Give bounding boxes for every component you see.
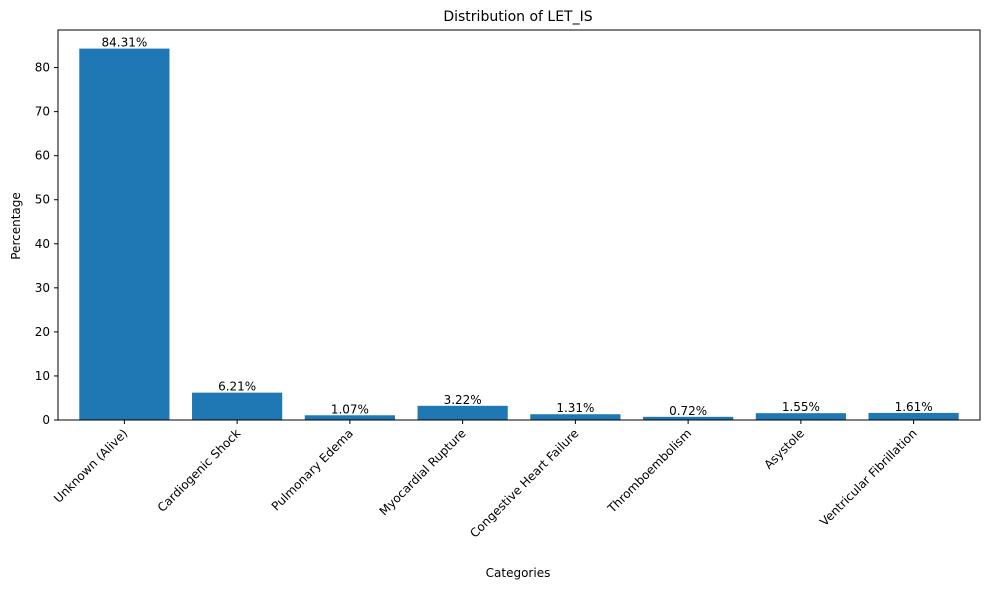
y-tick-label-3: 30	[35, 281, 50, 295]
bar-1	[192, 392, 283, 420]
x-tick-label-7: Ventricular Fibrillation	[817, 426, 920, 529]
x-tick-label-0: Unknown (Alive)	[51, 426, 130, 505]
bar-4	[530, 414, 621, 420]
data-label-3: 3.22%	[444, 393, 482, 407]
data-label-7: 1.61%	[895, 400, 933, 414]
y-tick-label-5: 50	[35, 193, 50, 207]
x-tick-label-3: Myocardial Rupture	[377, 426, 469, 518]
x-tick-label-5: Thromboembolism	[604, 426, 694, 516]
y-tick-label-1: 10	[35, 369, 50, 383]
y-tick-label-2: 20	[35, 325, 50, 339]
bar-6	[755, 413, 846, 420]
bar-5	[643, 416, 734, 420]
y-tick-label-4: 40	[35, 237, 50, 251]
data-label-1: 6.21%	[218, 380, 256, 394]
x-tick-label-2: Pulmonary Edema	[269, 426, 356, 513]
chart-title: Distribution of LET_IS	[443, 9, 592, 25]
y-tick-label-0: 0	[42, 413, 50, 427]
data-label-0: 84.31%	[101, 36, 147, 50]
data-label-6: 1.55%	[782, 400, 820, 414]
x-axis-label: Categories	[486, 566, 551, 580]
y-tick-label-8: 80	[35, 61, 50, 75]
y-axis-label: Percentage	[9, 192, 23, 260]
x-tick-label-1: Cardiogenic Shock	[155, 426, 244, 515]
data-label-4: 1.31%	[556, 401, 594, 415]
x-tick-label-4: Congestive Heart Failure	[467, 426, 581, 540]
data-label-5: 0.72%	[669, 404, 707, 418]
y-tick-label-7: 70	[35, 105, 50, 119]
bar-2	[304, 415, 395, 420]
bar-0	[79, 48, 170, 421]
plot-area: 84.31% 6.21% 1.07% 3.22% 1.31% 0.72% 1.55% 1.61…	[35, 29, 981, 540]
axes-frame	[57, 29, 981, 421]
data-label-2: 1.07%	[331, 402, 369, 416]
x-tick-label-6: Asystole	[761, 426, 807, 472]
y-tick-label-6: 60	[35, 149, 50, 163]
bar-7	[868, 412, 959, 420]
bar-3	[417, 405, 508, 420]
